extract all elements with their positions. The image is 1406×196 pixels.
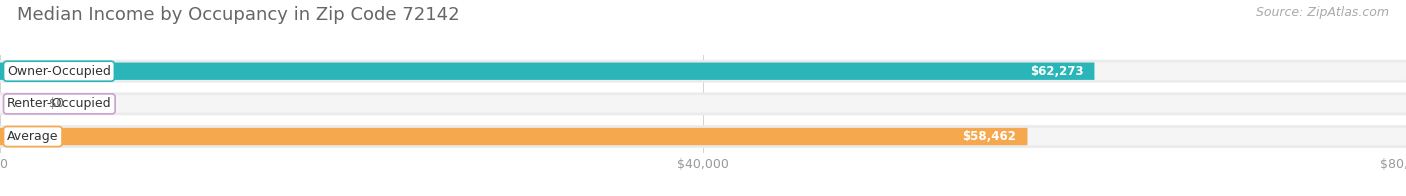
Text: Renter-Occupied: Renter-Occupied [7,97,111,110]
Text: $58,462: $58,462 [962,130,1017,143]
Text: Owner-Occupied: Owner-Occupied [7,65,111,78]
Text: $0: $0 [49,97,65,110]
FancyBboxPatch shape [0,93,1406,115]
FancyBboxPatch shape [0,95,1406,113]
FancyBboxPatch shape [0,128,1028,145]
FancyBboxPatch shape [0,60,1406,83]
Text: Average: Average [7,130,59,143]
FancyBboxPatch shape [0,63,1094,80]
Text: $62,273: $62,273 [1029,65,1083,78]
FancyBboxPatch shape [0,128,1406,145]
Text: Source: ZipAtlas.com: Source: ZipAtlas.com [1256,6,1389,19]
FancyBboxPatch shape [0,63,1406,80]
FancyBboxPatch shape [0,125,1406,148]
Text: Median Income by Occupancy in Zip Code 72142: Median Income by Occupancy in Zip Code 7… [17,6,460,24]
